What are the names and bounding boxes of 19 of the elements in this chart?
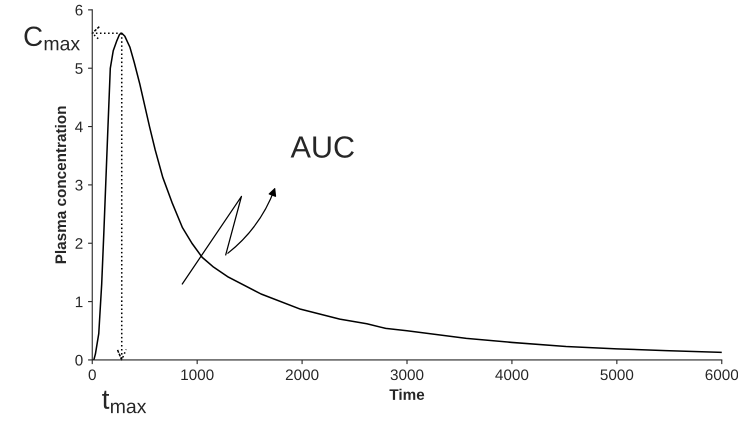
ref-line-label: C$_{max}$ — [24, 26, 80, 50]
y-tick-label: 5 — [75, 63, 83, 74]
y-tick-label: 1 — [76, 296, 82, 308]
x-tick-label: 4000 — [495, 369, 528, 380]
x-tick-label: 6000 — [706, 369, 738, 380]
x-tick-label: 5000 — [600, 369, 634, 380]
x-tick-label: 2000 — [286, 369, 318, 380]
y-tick-label: 6 — [76, 4, 83, 16]
ref-line-label: t$_{max}$ — [102, 390, 146, 414]
x-tick-label: 1000 — [181, 369, 214, 380]
x-tick-label: 0 — [88, 369, 96, 380]
y-tick-label: 3 — [75, 180, 83, 191]
x-tick-label: 3000 — [390, 369, 424, 380]
y-axis-title: Plasma concentration — [54, 106, 66, 264]
y-tick-label: 0 — [75, 354, 83, 366]
y-tick-label: 4 — [75, 122, 83, 132]
annotation: AUC — [290, 136, 354, 158]
y-tick-label: 2 — [75, 238, 82, 249]
x-axis-title: Time — [389, 388, 424, 400]
